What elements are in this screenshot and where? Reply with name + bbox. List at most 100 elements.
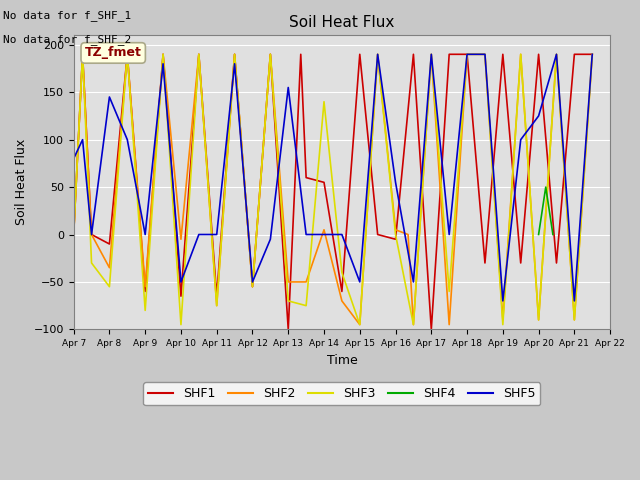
SHF5 [570, 298, 578, 304]
SHF3 [231, 51, 239, 57]
SHF5 [195, 232, 203, 238]
SHF5 [79, 137, 86, 143]
SHF3 [177, 322, 185, 327]
SHF2 [481, 51, 489, 57]
SHF3 [284, 298, 292, 304]
SHF3 [213, 303, 221, 309]
SHF3 [374, 51, 381, 57]
SHF3 [141, 308, 149, 313]
SHF1 [297, 51, 305, 57]
SHF5 [159, 61, 167, 67]
SHF2 [320, 227, 328, 233]
Legend: SHF1, SHF2, SHF3, SHF4, SHF5: SHF1, SHF2, SHF3, SHF4, SHF5 [143, 383, 540, 406]
SHF5 [428, 51, 435, 57]
SHF3 [588, 51, 596, 57]
SHF5 [320, 232, 328, 238]
SHF1 [374, 232, 381, 238]
SHF3 [320, 99, 328, 105]
SHF4 [549, 232, 557, 238]
SHF5 [445, 232, 453, 238]
SHF5 [213, 232, 221, 238]
Line: SHF2: SHF2 [74, 54, 592, 324]
SHF3 [463, 51, 471, 57]
SHF1 [428, 326, 435, 332]
SHF2 [141, 284, 149, 289]
SHF4 [535, 232, 543, 238]
SHF2 [106, 265, 113, 271]
SHF5 [124, 137, 131, 143]
SHF5 [338, 232, 346, 238]
SHF1 [106, 241, 113, 247]
SHF3 [517, 51, 525, 57]
SHF2 [410, 322, 417, 327]
SHF5 [410, 279, 417, 285]
Text: No data for f_SHF_1: No data for f_SHF_1 [3, 10, 131, 21]
SHF5 [231, 61, 239, 67]
SHF2 [284, 279, 292, 285]
SHF1 [338, 288, 346, 294]
SHF1 [177, 293, 185, 299]
SHF1 [535, 51, 543, 57]
SHF2 [463, 51, 471, 57]
SHF2 [428, 51, 435, 57]
SHF1 [79, 51, 86, 57]
SHF5 [588, 51, 596, 57]
SHF2 [338, 298, 346, 304]
SHF5 [535, 113, 543, 119]
SHF1 [356, 51, 364, 57]
SHF5 [88, 232, 95, 238]
SHF3 [570, 317, 578, 323]
SHF3 [124, 51, 131, 57]
SHF2 [248, 284, 256, 289]
SHF2 [404, 232, 412, 238]
SHF2 [124, 51, 131, 57]
SHF3 [302, 303, 310, 309]
SHF3 [410, 322, 417, 327]
SHF4 [542, 184, 550, 190]
SHF2 [231, 51, 239, 57]
SHF2 [266, 51, 274, 57]
SHF2 [392, 227, 399, 233]
SHF3 [266, 51, 274, 57]
SHF1 [570, 51, 578, 57]
Title: Soil Heat Flux: Soil Heat Flux [289, 15, 395, 30]
SHF3 [499, 322, 507, 327]
SHF5 [106, 94, 113, 100]
SHF5 [248, 279, 256, 285]
SHF5 [517, 137, 525, 143]
SHF1 [392, 236, 399, 242]
SHF1 [481, 260, 489, 266]
SHF3 [88, 260, 95, 266]
SHF1 [410, 51, 417, 57]
Line: SHF4: SHF4 [539, 187, 553, 235]
SHF3 [445, 288, 453, 294]
SHF3 [338, 270, 346, 276]
SHF5 [284, 84, 292, 90]
SHF3 [70, 232, 77, 238]
Line: SHF3: SHF3 [74, 54, 592, 324]
SHF5 [266, 236, 274, 242]
SHF2 [79, 51, 86, 57]
SHF1 [195, 51, 203, 57]
SHF3 [535, 317, 543, 323]
SHF1 [248, 284, 256, 289]
SHF1 [588, 51, 596, 57]
SHF5 [481, 51, 489, 57]
SHF1 [266, 51, 274, 57]
SHF1 [213, 293, 221, 299]
SHF1 [517, 260, 525, 266]
SHF5 [552, 51, 560, 57]
Line: SHF1: SHF1 [74, 54, 592, 329]
SHF2 [195, 51, 203, 57]
SHF1 [302, 175, 310, 180]
SHF2 [88, 232, 95, 238]
SHF2 [213, 303, 221, 309]
SHF2 [517, 51, 525, 57]
SHF5 [70, 156, 77, 161]
SHF3 [106, 284, 113, 289]
SHF2 [302, 279, 310, 285]
SHF1 [499, 51, 507, 57]
SHF3 [159, 51, 167, 57]
Y-axis label: Soil Heat Flux: Soil Heat Flux [15, 139, 28, 226]
SHF3 [428, 51, 435, 57]
